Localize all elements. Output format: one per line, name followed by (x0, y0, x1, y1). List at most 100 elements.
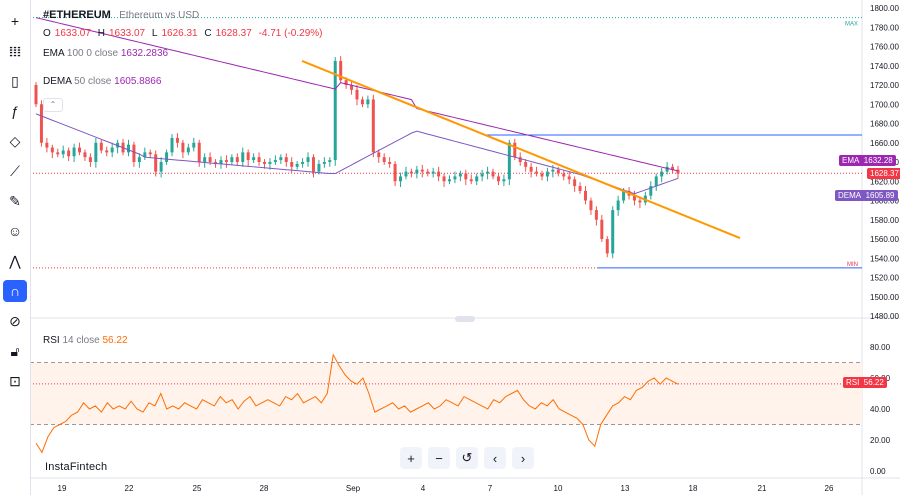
candle-body (665, 166, 669, 172)
o-label: O (43, 28, 51, 39)
candle-body (447, 179, 451, 182)
candle-body (344, 80, 348, 85)
open-value: 1633.07 (54, 28, 91, 39)
rsi-axis-label: 80.00 (870, 343, 891, 352)
candle-body (143, 152, 147, 158)
candle-body (382, 157, 386, 162)
candle-body (475, 176, 479, 182)
candle-body (279, 157, 283, 161)
candle-body (632, 195, 636, 201)
candle-body (518, 157, 522, 162)
magnet-icon[interactable]: ∩ (3, 280, 27, 302)
zoom-out-button[interactable]: − (428, 447, 450, 469)
candle-body (241, 152, 245, 162)
candle-body (578, 186, 582, 191)
price-axis-label: 1800.00 (870, 4, 899, 13)
crosshair-icon[interactable]: + (10, 13, 20, 29)
candle-body (513, 142, 517, 158)
price-axis-label: 1540.00 (870, 254, 899, 263)
candle-body (224, 160, 228, 162)
rsi-line (35, 353, 679, 454)
reset-button[interactable]: ↺ (456, 447, 478, 469)
candle-body (660, 171, 664, 177)
candle-body (284, 157, 288, 162)
indicators-icon[interactable]: ▯ (11, 72, 19, 89)
ema-line (35, 17, 679, 172)
candle-body (404, 171, 408, 177)
candle-body (393, 163, 397, 182)
candle-body (328, 160, 332, 162)
candle-body (605, 239, 609, 254)
price-axis-label: 1780.00 (870, 23, 899, 32)
time-axis-label: 19 (58, 484, 67, 493)
candle-body (257, 157, 261, 162)
candle-body (170, 137, 174, 153)
candle-body (159, 162, 163, 172)
time-axis-label: 4 (421, 484, 426, 493)
candle-body (105, 150, 109, 153)
last-price-tag: 1628.37 (867, 168, 900, 179)
price-axis-label: 1500.00 (870, 293, 899, 302)
rsi-axis-label: 20.00 (870, 436, 891, 445)
rsi-params: 14 close (62, 335, 100, 346)
scroll-left-button[interactable]: ‹ (484, 447, 506, 469)
hide-icon[interactable]: ⊘ (9, 312, 21, 329)
candle-body (56, 152, 60, 155)
zoom-in-button[interactable]: + (400, 447, 422, 469)
measure-icon[interactable]: ⋀ (9, 252, 21, 269)
candle-body (50, 147, 54, 153)
drawing-toolbar: + 𝍖 ▯ ƒ ◇ ⟋ ✎ ☺ ⋀ ∩ ⊘ 🔓︎ ⊡ (0, 0, 31, 495)
collapse-legend-button[interactable]: ⌃ (43, 98, 63, 112)
candle-body (420, 169, 424, 172)
dema-params: 50 close (74, 76, 112, 87)
fib-tool-icon[interactable]: ⟋ (10, 162, 20, 179)
candle-body (148, 152, 152, 155)
price-axis-label: 1480.00 (870, 312, 899, 321)
ema-legend[interactable]: EMA 100 0 close 1632.2836 (43, 48, 168, 59)
price-axis: 1800.00 1780.00 1760.00 1740.00 1720.00 1700.… (870, 4, 899, 476)
candle-body (181, 142, 185, 153)
candles-icon[interactable]: 𝍖 (8, 42, 22, 59)
candle-body (453, 176, 457, 180)
dema-value: 1605.8866 (114, 76, 162, 87)
symbol-name[interactable]: #ETHEREUM (43, 9, 111, 21)
min-label: MIN (847, 262, 858, 268)
candle-body (556, 169, 560, 174)
candle-body (290, 162, 294, 167)
rsi-value: 56.22 (102, 335, 128, 346)
candle-body (126, 144, 130, 153)
candle-body (589, 200, 593, 211)
candle-body (654, 176, 658, 187)
rsi-legend[interactable]: RSI 14 close 56.22 (43, 335, 128, 346)
camera-icon[interactable]: ⊡ (9, 372, 21, 389)
pane-resize-handle[interactable] (455, 316, 475, 322)
rsi-axis-label: 40.00 (870, 405, 891, 414)
candle-body (132, 144, 136, 162)
candle-body (366, 99, 370, 105)
candle-body (377, 152, 381, 158)
price-pane: MAX MIN (30, 17, 862, 269)
candle-body (67, 150, 71, 157)
dema-legend[interactable]: DEMA 50 close 1605.8866 (43, 76, 161, 87)
emoji-icon[interactable]: ☺ (7, 223, 23, 239)
time-axis-label: 21 (758, 484, 767, 493)
candle-body (529, 166, 533, 172)
candle-body (311, 157, 315, 172)
line-tool-icon[interactable]: ƒ (11, 103, 19, 119)
candle-body (339, 60, 343, 81)
candle-body (350, 85, 354, 90)
pattern-tool-icon[interactable]: ◇ (9, 132, 21, 149)
price-axis-label: 1680.00 (870, 120, 899, 129)
scroll-right-button[interactable]: › (512, 447, 534, 469)
candle-body (333, 60, 337, 161)
candle-body (268, 162, 272, 164)
candle-body (567, 176, 571, 180)
candle-body (649, 186, 653, 196)
brush-icon[interactable]: ✎ (9, 192, 21, 209)
dema-price-tag: DEMA 1605.89 (835, 190, 898, 201)
lock-icon[interactable]: 🔓︎ (10, 342, 20, 359)
candle-body (409, 171, 413, 174)
price-axis-label: 1720.00 (870, 81, 899, 90)
h-label: H (97, 28, 105, 39)
